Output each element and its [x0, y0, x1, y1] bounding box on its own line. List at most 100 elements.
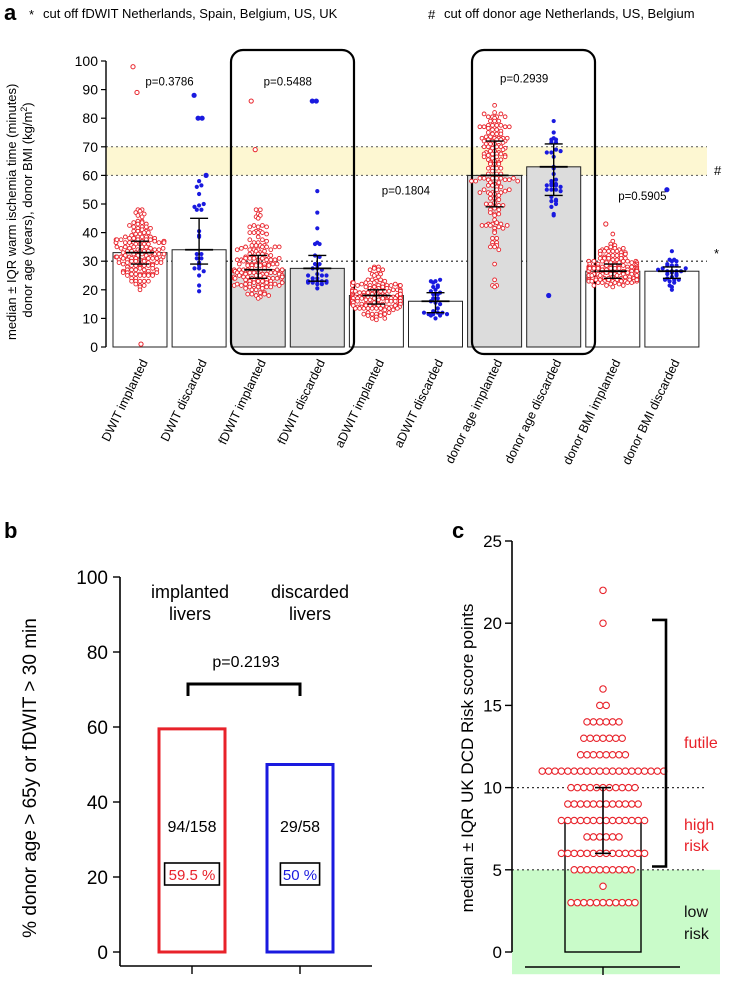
data-point — [498, 122, 504, 128]
score-point — [599, 898, 607, 907]
data-point — [494, 187, 500, 193]
donor-age-cutoff-band — [106, 146, 707, 262]
data-point — [558, 189, 563, 194]
data-point — [365, 313, 371, 318]
data-point — [625, 280, 630, 285]
score-point — [605, 734, 614, 743]
score-point — [596, 866, 604, 874]
data-point — [141, 230, 147, 235]
data-point — [683, 266, 688, 271]
data-point — [369, 311, 375, 317]
data-point — [494, 220, 500, 225]
data-point — [257, 207, 263, 213]
percent-label: 59.5 % — [169, 867, 216, 884]
x-tick-label: DWIT discarded — [158, 357, 210, 444]
data-point — [197, 283, 202, 288]
data-point — [504, 223, 510, 228]
data-point — [353, 306, 358, 311]
data-point — [551, 213, 556, 218]
data-point — [197, 203, 202, 208]
data-point — [388, 298, 394, 304]
data-point — [606, 248, 611, 254]
score-point — [596, 767, 604, 775]
data-point — [477, 175, 483, 181]
data-point — [374, 306, 379, 311]
bar-aDWIT-discarded — [408, 300, 463, 348]
group-label-discarded-1: discarded — [271, 582, 349, 602]
data-point — [241, 258, 246, 264]
data-point — [192, 204, 197, 209]
y-tick-label: 60 — [82, 167, 98, 183]
data-point — [276, 283, 282, 288]
data-point — [610, 231, 616, 237]
data-point — [141, 278, 147, 284]
data-point — [197, 289, 202, 294]
data-point — [485, 144, 491, 150]
score-point — [589, 866, 598, 874]
data-point — [473, 178, 479, 184]
data-point — [257, 290, 263, 296]
score-point — [564, 849, 572, 858]
data-point — [127, 235, 132, 241]
data-point — [502, 114, 508, 120]
score-point — [608, 718, 617, 726]
fraction-label: 94/158 — [168, 819, 217, 836]
panel-b-annotations: implanted livers discarded livers p=0.21… — [151, 582, 349, 696]
data-point — [129, 258, 134, 264]
data-point — [378, 313, 383, 318]
data-point — [549, 199, 554, 204]
data-point — [148, 237, 153, 243]
data-point — [272, 244, 278, 250]
data-point — [378, 277, 383, 283]
data-point — [496, 118, 502, 124]
data-point — [490, 235, 495, 241]
data-point — [669, 287, 675, 292]
data-point — [234, 281, 240, 287]
score-point — [576, 767, 585, 775]
data-point — [498, 165, 504, 171]
data-point — [141, 258, 147, 264]
data-point — [551, 118, 556, 124]
data-point — [133, 258, 139, 264]
score-point — [580, 898, 588, 907]
score-point — [596, 816, 604, 825]
data-point — [245, 291, 251, 297]
score-point — [624, 898, 633, 907]
score-point — [615, 849, 623, 858]
data-point — [253, 207, 259, 213]
data-point — [367, 267, 373, 273]
data-point — [595, 280, 601, 285]
data-point — [139, 234, 145, 240]
data-point — [146, 273, 151, 278]
data-point — [315, 226, 320, 231]
data-point — [490, 168, 495, 174]
futile-bracket-line — [652, 618, 668, 868]
score-point — [618, 734, 626, 743]
data-point — [544, 183, 549, 188]
y-tick-label: 10 — [82, 310, 98, 326]
score-point — [608, 833, 617, 841]
data-point — [255, 296, 261, 301]
data-point — [589, 273, 595, 278]
data-point — [122, 244, 128, 250]
score-point — [640, 849, 649, 858]
data-point — [371, 280, 377, 285]
data-point — [363, 284, 369, 290]
data-point — [390, 287, 396, 293]
data-point — [511, 175, 516, 181]
p-value-label: p=0.5905 — [618, 191, 666, 203]
data-point — [502, 177, 508, 183]
data-point — [260, 230, 265, 235]
data-point — [496, 180, 502, 185]
y-tick-label: 10 — [483, 779, 502, 798]
data-point — [139, 244, 145, 250]
data-point — [498, 151, 504, 157]
data-point — [553, 201, 559, 207]
score-point — [612, 783, 620, 792]
panel-c-y-axis: 0 5 10 15 20 25 — [483, 532, 680, 975]
data-point — [120, 270, 126, 275]
data-point — [260, 223, 265, 228]
data-point — [150, 266, 155, 271]
score-point — [605, 898, 614, 907]
data-point — [485, 114, 491, 120]
